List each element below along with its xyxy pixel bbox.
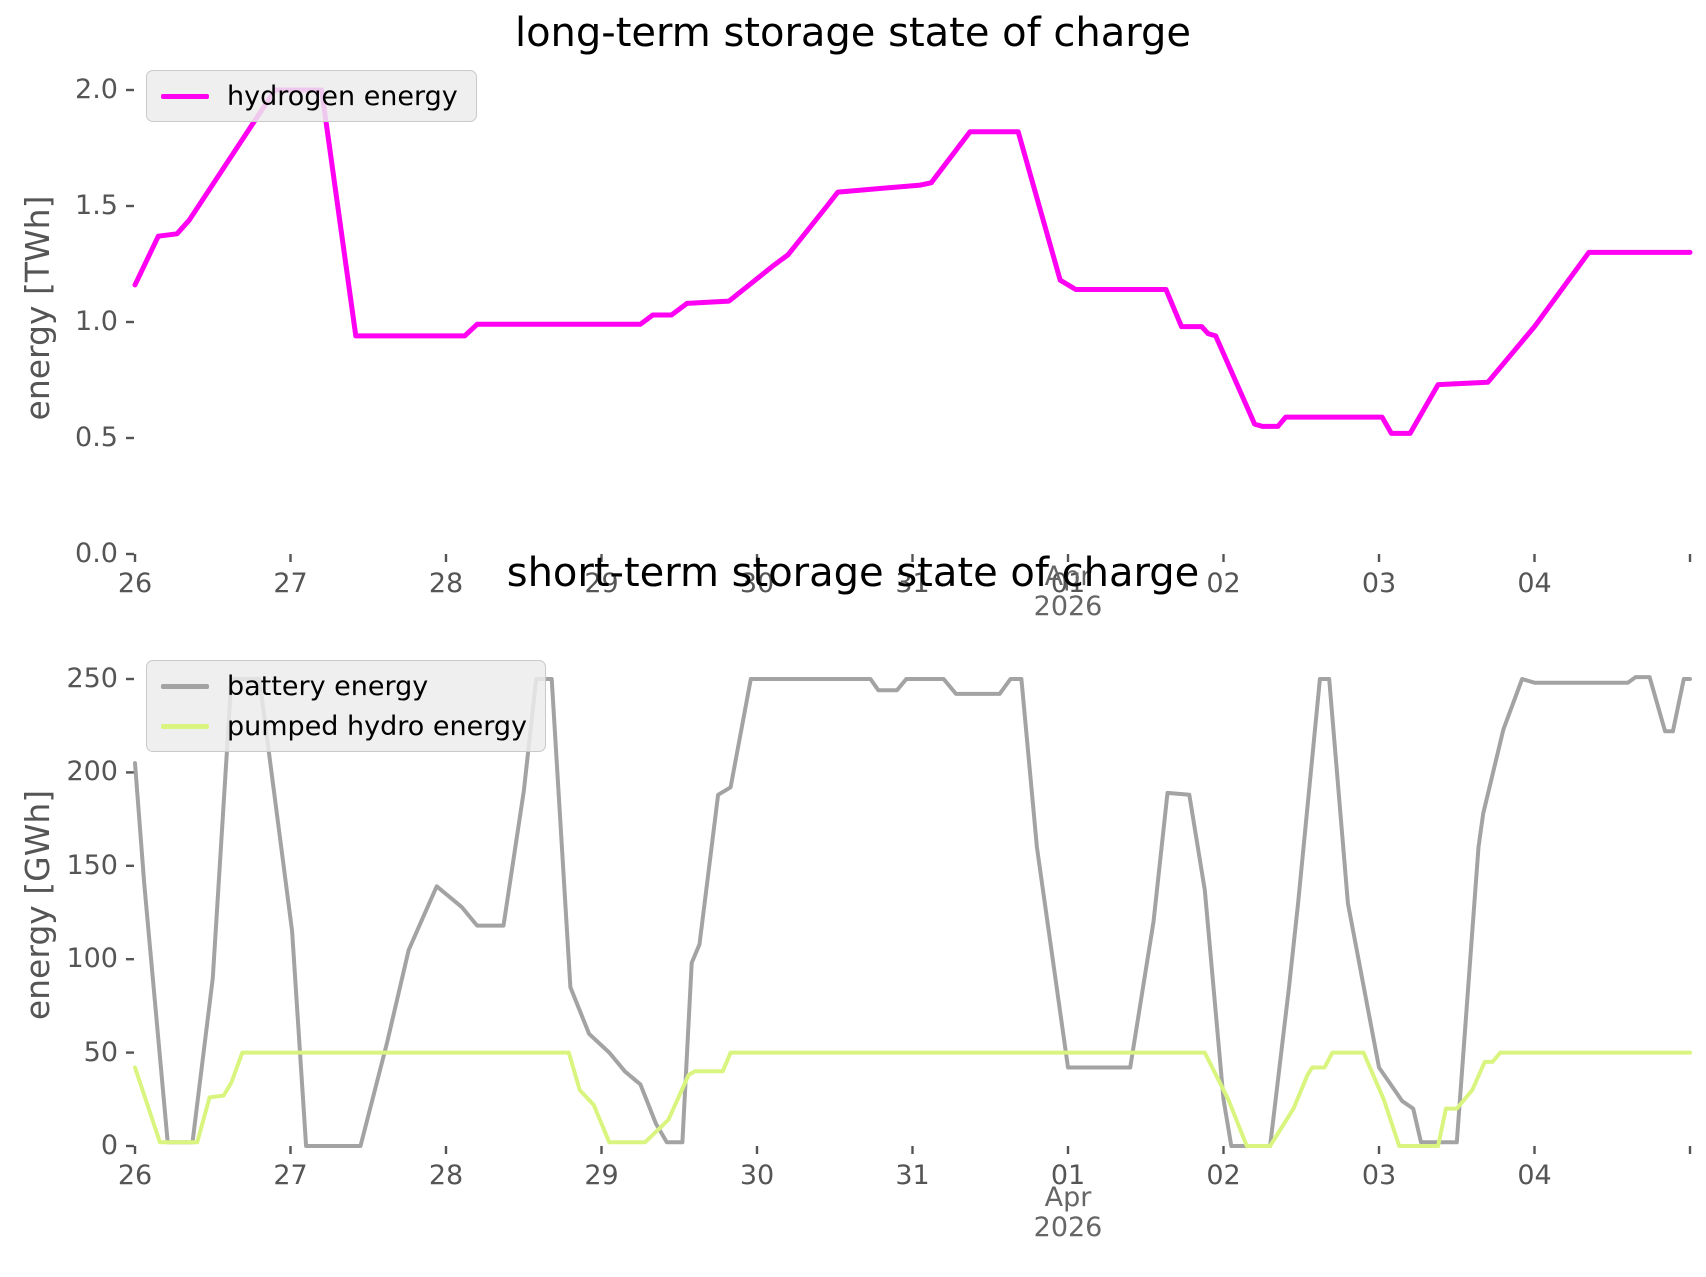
x-tick-label: 31 — [895, 1160, 930, 1191]
legend-item-battery: battery energy — [161, 668, 527, 704]
hydrogen-line-swatch — [161, 93, 209, 99]
long-term-legend: hydrogen energy — [146, 70, 477, 122]
x-tick-label: 27 — [273, 1160, 308, 1191]
legend-item-pumped-hydro: pumped hydro energy — [161, 708, 527, 744]
legend-label: hydrogen energy — [227, 80, 458, 112]
short-term-chart-title: short-term storage state of charge — [506, 550, 1200, 596]
x-tick-label: 03 — [1361, 1160, 1397, 1191]
x-tick-label: 28 — [428, 1160, 464, 1191]
x-tick-label: 02 — [1206, 1160, 1241, 1191]
x-axis-offset-label: 2026 — [1033, 1212, 1103, 1243]
x-axis-offset-label: 2026 — [1033, 591, 1103, 622]
short-term-legend: battery energy pumped hydro energy — [146, 660, 546, 752]
long-term-chart-title: long-term storage state of charge — [514, 10, 1192, 56]
long-term-y-axis-label: energy [TWh] — [18, 195, 57, 421]
pumped-hydro-line-swatch — [161, 723, 209, 729]
legend-label: battery energy — [227, 670, 429, 702]
x-tick-label: 30 — [739, 1160, 775, 1191]
y-tick-label: 0 — [100, 1130, 118, 1161]
x-axis-offset-label: Apr — [1044, 1182, 1092, 1213]
legend-item-hydrogen: hydrogen energy — [161, 78, 458, 114]
y-tick-label: 250 — [66, 663, 118, 694]
x-tick-label: 04 — [1517, 1160, 1552, 1191]
short-term-y-axis-label: energy [GWh] — [18, 789, 57, 1021]
x-tick-label: 29 — [584, 1160, 619, 1191]
battery-line-swatch — [161, 683, 209, 689]
x-tick-label: 01 — [1050, 1160, 1086, 1191]
legend-label: pumped hydro energy — [227, 710, 527, 742]
x-tick-label: 26 — [117, 1160, 153, 1191]
